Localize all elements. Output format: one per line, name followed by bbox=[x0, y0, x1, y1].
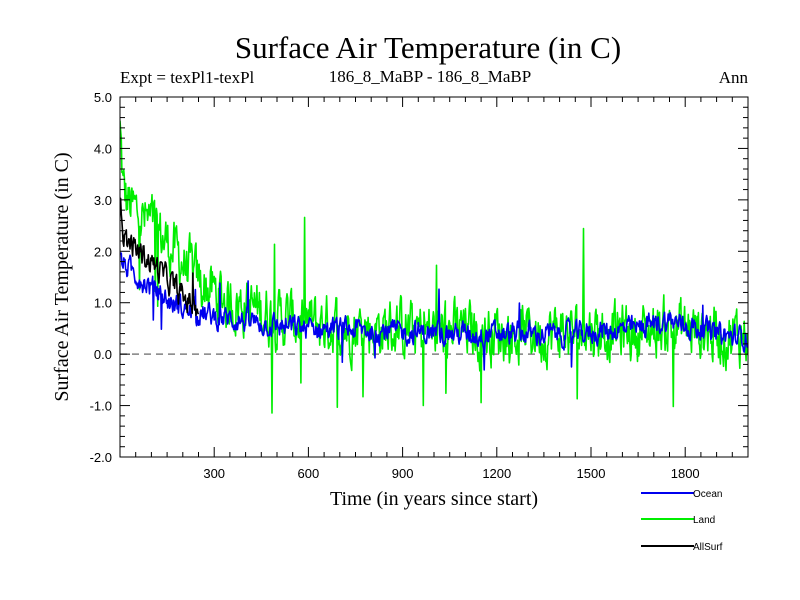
series-line-ocean bbox=[120, 252, 748, 371]
plot-area bbox=[120, 120, 748, 414]
y-tick-label: 5.0 bbox=[94, 90, 112, 105]
x-tick-label: 1500 bbox=[577, 466, 606, 481]
x-tick-label: 900 bbox=[392, 466, 414, 481]
chart-title: Surface Air Temperature (in C) bbox=[235, 30, 621, 65]
legend-label-allsurf: AllSurf bbox=[693, 542, 723, 553]
y-tick-label: 1.0 bbox=[94, 296, 112, 311]
y-tick-label: 0.0 bbox=[94, 347, 112, 362]
x-axis-label: Time (in years since start) bbox=[330, 488, 538, 510]
experiment-pair-label: 186_8_MaBP - 186_8_MaBP bbox=[329, 67, 531, 86]
x-tick-label: 300 bbox=[203, 466, 225, 481]
x-tick-label: 1200 bbox=[482, 466, 511, 481]
y-tick-label: 2.0 bbox=[94, 244, 112, 259]
y-tick-label: 3.0 bbox=[94, 193, 112, 208]
expt-label: Expt = texPl1-texPl bbox=[120, 68, 255, 87]
series-line-land bbox=[120, 120, 748, 414]
axis-ticks: 300 600 900 1200 1500 1800 -2.0 -1.0 0.0 1.0 2.0 3.… bbox=[90, 90, 748, 481]
y-axis-label: Surface Air Temperature (in C) bbox=[51, 152, 73, 401]
x-tick-label: 600 bbox=[298, 466, 320, 481]
series-line-allsurf bbox=[120, 197, 200, 317]
y-tick-label: 4.0 bbox=[94, 141, 112, 156]
legend-label-ocean: Ocean bbox=[693, 489, 722, 500]
y-tick-label: -2.0 bbox=[90, 450, 112, 465]
season-label: Ann bbox=[719, 68, 749, 87]
y-tick-label: -1.0 bbox=[90, 399, 112, 414]
legend-label-land: Land bbox=[693, 515, 715, 526]
x-tick-label: 1800 bbox=[671, 466, 700, 481]
legend: Ocean Land AllSurf bbox=[641, 489, 723, 553]
